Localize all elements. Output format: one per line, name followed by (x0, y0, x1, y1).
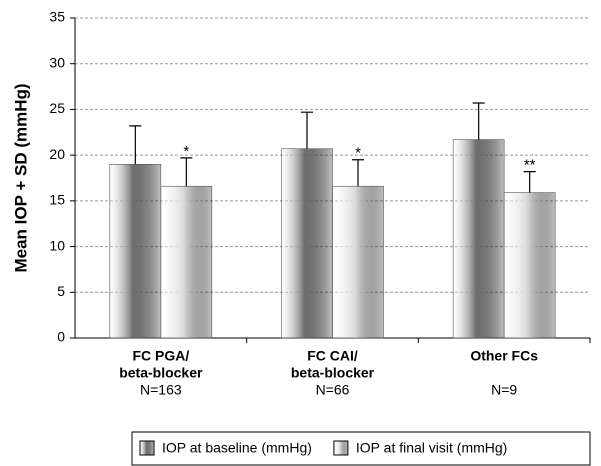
legend-label: IOP at baseline (mmHg) (162, 440, 312, 456)
legend-swatch (333, 440, 349, 456)
error-bar (180, 157, 193, 187)
x-tick-label: Other FCs (470, 348, 538, 364)
error-bar (472, 102, 485, 140)
group-size: N=163 (140, 382, 182, 398)
y-tick-label: 25 (49, 100, 65, 116)
x-tick-label: FC CAI/ (307, 348, 358, 364)
legend-swatch (139, 440, 155, 456)
y-axis-label: Mean IOP + SD (mmHg) (11, 83, 30, 272)
error-bar (523, 171, 536, 193)
bar (160, 185, 213, 339)
bar (281, 148, 333, 339)
y-tick-label: 0 (57, 329, 65, 345)
y-tick-label: 35 (49, 9, 65, 25)
legend-label: IOP at final visit (mmHg) (356, 440, 507, 456)
group-size: N=9 (491, 382, 517, 398)
x-tick-label: beta-blocker (119, 365, 203, 381)
group-size: N=66 (316, 382, 350, 398)
annotation: * (183, 143, 189, 160)
x-tick-label: FC PGA/ (132, 348, 189, 364)
bar (109, 163, 162, 339)
x-tick-label: beta-blocker (291, 365, 375, 381)
error-bar (352, 159, 364, 187)
y-tick-label: 15 (49, 192, 65, 208)
annotation: * (355, 145, 361, 162)
y-tick-label: 10 (49, 237, 65, 253)
error-bar (129, 125, 142, 165)
y-tick-label: 20 (49, 146, 65, 162)
y-tick-label: 30 (49, 54, 65, 70)
bar (503, 192, 556, 339)
error-bar (301, 111, 313, 149)
legend-box (131, 431, 591, 466)
y-tick-label: 5 (57, 283, 65, 299)
bar (452, 139, 505, 339)
annotation: ** (524, 157, 536, 174)
bar (332, 185, 384, 339)
